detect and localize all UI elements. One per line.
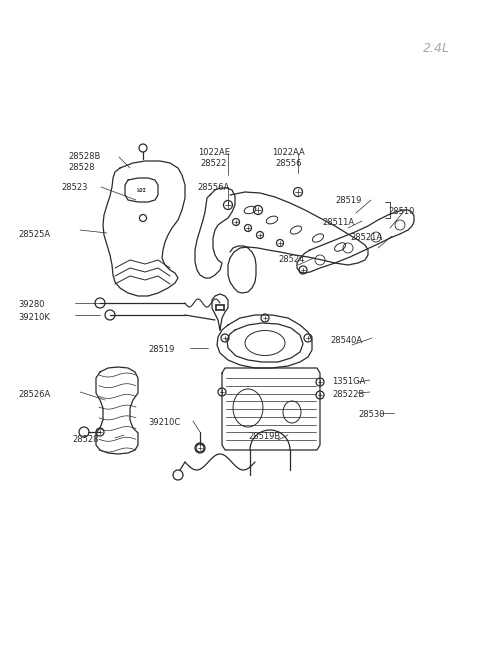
Text: 39280: 39280 bbox=[18, 300, 45, 309]
Text: 28519: 28519 bbox=[335, 196, 361, 205]
Text: 28524: 28524 bbox=[278, 255, 304, 264]
Text: 28525A: 28525A bbox=[18, 230, 50, 239]
Text: 28510: 28510 bbox=[388, 207, 414, 216]
Text: 1022AE: 1022AE bbox=[198, 148, 230, 157]
Text: 28519B: 28519B bbox=[248, 432, 280, 441]
Text: 28556: 28556 bbox=[275, 159, 301, 168]
Text: 28522: 28522 bbox=[200, 159, 227, 168]
Text: 28522B: 28522B bbox=[332, 390, 364, 399]
Text: 28519: 28519 bbox=[148, 345, 174, 354]
Text: 28526A: 28526A bbox=[18, 390, 50, 399]
Text: 1351GA: 1351GA bbox=[332, 377, 365, 386]
Text: 1022AA: 1022AA bbox=[272, 148, 305, 157]
Text: 28528B: 28528B bbox=[68, 152, 100, 161]
Text: 28530: 28530 bbox=[358, 410, 384, 419]
Text: 28521A: 28521A bbox=[350, 233, 382, 242]
Text: 28528: 28528 bbox=[68, 163, 95, 172]
Text: 39210K: 39210K bbox=[18, 313, 50, 322]
Text: 28556A: 28556A bbox=[197, 183, 229, 192]
Text: 28511A: 28511A bbox=[322, 218, 354, 227]
Text: 39210C: 39210C bbox=[148, 418, 180, 427]
Text: 28523: 28523 bbox=[61, 183, 87, 192]
Text: 28540A: 28540A bbox=[330, 336, 362, 345]
Text: 2.4L: 2.4L bbox=[422, 41, 449, 54]
Text: LOI: LOI bbox=[136, 187, 146, 193]
Text: 28528: 28528 bbox=[72, 435, 98, 444]
